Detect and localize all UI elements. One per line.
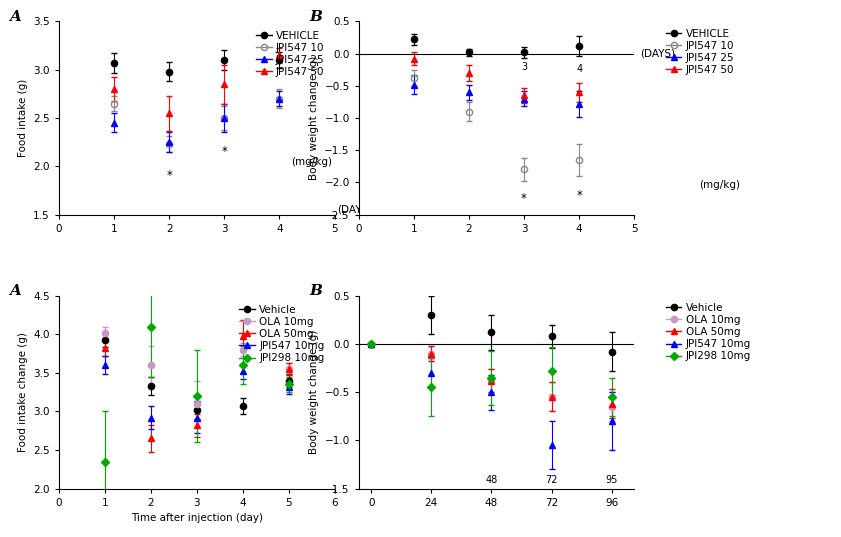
Text: 95: 95 (606, 475, 618, 485)
Legend: VEHICLE, JPI547 10, JPI547 25, JPI547 50: VEHICLE, JPI547 10, JPI547 25, JPI547 50 (664, 27, 736, 77)
Legend: Vehicle, OLA 10mg, OLA 50mg, JPI547 10mg, JPI298 10mg: Vehicle, OLA 10mg, OLA 50mg, JPI547 10mg… (237, 303, 326, 365)
Text: 72: 72 (545, 475, 558, 485)
Text: 3: 3 (521, 62, 527, 71)
Y-axis label: Food intake (g): Food intake (g) (18, 79, 28, 157)
Text: A: A (9, 284, 21, 298)
Text: A: A (9, 10, 21, 24)
Text: 4: 4 (576, 64, 582, 74)
Text: (DAYS): (DAYS) (640, 49, 675, 59)
Legend: VEHICLE, JPI547 10, JPI547 25, JPI547 50: VEHICLE, JPI547 10, JPI547 25, JPI547 50 (254, 28, 326, 79)
Y-axis label: Body weight change (g): Body weight change (g) (309, 56, 319, 180)
Text: *: * (221, 145, 227, 158)
Legend: Vehicle, OLA 10mg, OLA 50mg, JPI547 10mg, JPI298 10mg: Vehicle, OLA 10mg, OLA 50mg, JPI547 10mg… (664, 301, 753, 364)
Text: B: B (309, 284, 322, 298)
Text: *: * (521, 192, 527, 205)
X-axis label: Time after injection (day): Time after injection (day) (130, 513, 262, 523)
Text: *: * (576, 189, 582, 202)
Text: *: * (167, 169, 172, 182)
Text: B: B (309, 10, 322, 24)
Y-axis label: Body weight change (g): Body weight change (g) (309, 330, 319, 454)
Text: (DAYS): (DAYS) (337, 205, 373, 215)
Text: 48: 48 (485, 475, 498, 485)
Text: (mg/kg): (mg/kg) (699, 180, 740, 190)
Y-axis label: Food intake change (g): Food intake change (g) (18, 332, 28, 452)
Text: (mg/kg): (mg/kg) (291, 157, 331, 166)
